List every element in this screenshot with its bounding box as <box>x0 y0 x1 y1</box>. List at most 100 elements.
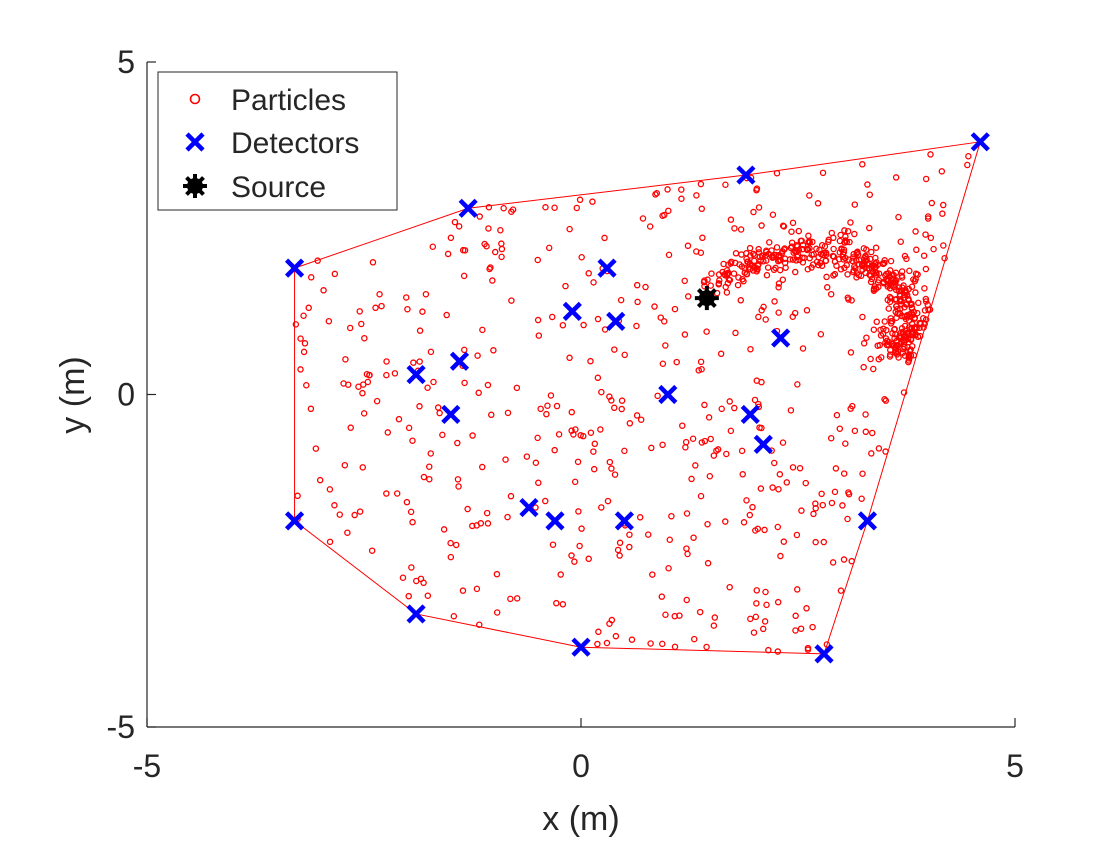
particle-marker <box>682 438 690 446</box>
particle-marker <box>578 253 585 261</box>
particle-marker <box>850 268 857 276</box>
particle-marker <box>819 501 827 509</box>
particle-marker <box>697 492 705 500</box>
particle-marker <box>892 344 899 351</box>
particle-marker <box>752 264 759 271</box>
particle-marker <box>534 316 542 324</box>
particle-marker <box>772 264 779 272</box>
particle-marker <box>716 277 723 284</box>
particle-marker <box>873 318 880 326</box>
particle-marker <box>485 204 493 211</box>
particle-marker <box>301 340 309 347</box>
particle-marker <box>774 648 782 655</box>
particle-marker <box>738 447 746 455</box>
particle-marker <box>573 204 581 212</box>
particle-marker <box>455 223 463 230</box>
particle-marker <box>504 513 511 521</box>
particle-marker <box>862 269 869 277</box>
detector-marker <box>406 364 426 385</box>
particle-marker <box>859 262 866 270</box>
particle-marker <box>459 587 467 594</box>
particle-marker <box>608 465 615 472</box>
particle-marker <box>498 245 506 253</box>
particle-marker <box>927 151 934 158</box>
particle-marker <box>358 320 365 328</box>
particle-marker <box>869 365 877 373</box>
particle-marker <box>903 301 910 308</box>
particle-marker <box>576 542 583 550</box>
particle-marker <box>497 227 504 234</box>
particle-marker <box>455 483 462 490</box>
particle-marker <box>837 266 845 273</box>
particle-marker <box>572 426 579 433</box>
particle-marker <box>461 379 468 387</box>
particle-marker <box>851 427 859 435</box>
particle-marker <box>486 265 493 273</box>
detector-marker <box>597 258 617 278</box>
particle-marker <box>711 614 719 621</box>
particle-marker <box>355 383 362 391</box>
particle-marker <box>726 583 733 591</box>
particle-marker <box>814 200 822 207</box>
particle-marker <box>920 252 928 259</box>
particle-marker <box>659 640 666 648</box>
particle-marker <box>796 464 804 472</box>
particle-marker <box>498 240 505 247</box>
particle-marker <box>755 313 762 321</box>
particle-marker <box>775 309 782 316</box>
particle-marker <box>407 508 415 516</box>
particle-marker <box>755 204 763 211</box>
particle-marker <box>875 445 883 452</box>
boundary-layer <box>294 141 981 655</box>
particle-marker <box>701 401 708 409</box>
particle-marker <box>598 504 605 511</box>
legend: Particles Detectors Source <box>157 71 398 211</box>
particle-marker <box>611 471 619 478</box>
particle-marker <box>665 251 673 259</box>
particle-marker <box>831 488 839 496</box>
particle-marker <box>626 420 634 427</box>
particle-marker <box>644 531 652 538</box>
particle-marker <box>422 290 430 298</box>
particle-marker <box>786 256 794 263</box>
particle-marker <box>864 181 871 188</box>
particle-marker <box>479 326 486 334</box>
particle-marker <box>803 605 810 612</box>
particle-marker <box>756 424 763 431</box>
particle-marker <box>788 228 795 235</box>
particle-marker <box>836 237 844 245</box>
particle-marker <box>832 465 840 472</box>
particle-marker <box>587 357 594 365</box>
particle-marker <box>698 205 706 213</box>
particle-marker <box>913 246 920 254</box>
particle-marker <box>793 531 801 539</box>
particle-marker <box>769 211 777 219</box>
particle-marker <box>845 256 853 263</box>
particle-marker <box>738 263 746 270</box>
particle-marker <box>823 273 830 281</box>
particle-marker <box>553 599 560 607</box>
particle-marker <box>633 322 640 330</box>
particle-marker <box>636 514 644 521</box>
particle-marker <box>297 366 304 373</box>
particle-marker <box>779 439 787 446</box>
particle-marker <box>410 359 417 366</box>
particle-marker <box>727 260 735 267</box>
particle-marker <box>795 227 803 235</box>
particle-marker <box>844 227 852 235</box>
particle-marker <box>300 312 307 320</box>
particle-marker <box>508 297 515 304</box>
particle-marker <box>383 371 390 379</box>
particle-marker <box>513 595 521 602</box>
particle-marker <box>930 245 937 253</box>
legend-label-particles: Particles <box>231 84 346 117</box>
particle-marker <box>534 434 541 442</box>
particle-marker <box>866 191 874 198</box>
particle-marker <box>722 518 729 525</box>
particle-marker <box>493 609 501 616</box>
y-tick-label: 5 <box>117 44 135 80</box>
particle-marker <box>436 409 443 417</box>
particle-marker <box>704 520 711 528</box>
particle-marker <box>761 618 769 625</box>
particle-marker <box>773 244 781 251</box>
